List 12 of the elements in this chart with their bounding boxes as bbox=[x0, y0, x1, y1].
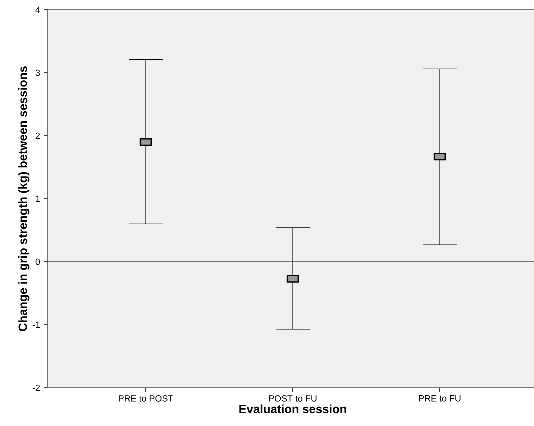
y-axis-title: Change in grip strength (kg) between sessions bbox=[18, 66, 30, 332]
x-tick-label: POST to FU bbox=[269, 396, 317, 402]
y-tick-label: 4 bbox=[36, 6, 40, 14]
y-tick-label: 1 bbox=[36, 196, 40, 202]
y-tick-label: 2 bbox=[36, 132, 40, 140]
x-axis-title: Evaluation session bbox=[240, 404, 346, 414]
y-tick-label: 0 bbox=[36, 258, 40, 266]
y-tick-label: 3 bbox=[36, 70, 40, 76]
y-tick-label: -2 bbox=[32, 384, 40, 392]
y-tick-label: -1 bbox=[32, 322, 40, 328]
x-tick-label: PRE to POST bbox=[119, 396, 174, 402]
x-tick-label: PRE to FU bbox=[419, 396, 461, 402]
